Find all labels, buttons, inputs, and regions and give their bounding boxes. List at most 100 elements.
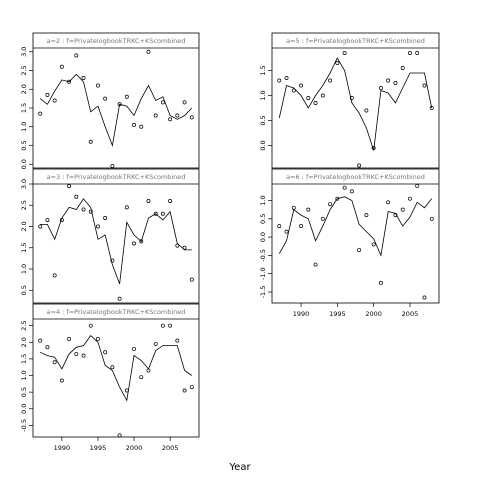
data-point — [408, 196, 412, 201]
data-point — [429, 106, 434, 110]
data-point — [277, 224, 282, 229]
y-tick-label: 0.0 — [259, 232, 267, 242]
data-point — [124, 388, 129, 393]
data-point — [59, 378, 64, 383]
data-point — [371, 242, 376, 247]
x-tick-label: 2000 — [126, 444, 143, 452]
data-point — [306, 207, 311, 212]
y-tick-label: -0.5 — [20, 419, 28, 432]
data-point — [342, 51, 347, 55]
y-tick-label: 0.5 — [259, 115, 267, 125]
data-point — [335, 61, 340, 65]
y-tick-label: 1.0 — [259, 195, 267, 205]
x-axis-label: Year — [228, 462, 251, 473]
data-point — [103, 350, 108, 355]
strip-label: a=2 : f=PrivatelogbookTRKC+KScombined — [47, 37, 186, 45]
data-point — [132, 122, 136, 127]
data-point — [139, 375, 144, 380]
data-point — [81, 353, 86, 358]
data-point — [81, 207, 86, 212]
data-point — [52, 98, 57, 103]
data-point — [74, 351, 79, 356]
data-point — [160, 100, 165, 105]
data-point — [117, 433, 122, 438]
y-tick-label: 1.0 — [20, 370, 28, 380]
panel-a-5: a=5 : f=PrivatelogbookTRKC+KScombined 0.0… — [259, 32, 440, 169]
data-point — [378, 280, 383, 285]
panel-frame — [32, 168, 200, 304]
y-tick-label: 2.0 — [20, 221, 28, 231]
data-point — [38, 338, 43, 343]
data-point — [335, 196, 340, 201]
data-point — [422, 295, 427, 300]
data-point — [189, 115, 194, 120]
data-point — [117, 296, 122, 301]
y-tick-label: -0.5 — [259, 249, 267, 262]
data-point — [67, 336, 72, 341]
data-point — [110, 365, 115, 370]
x-tick-label: 2005 — [402, 310, 419, 318]
panel-a-2: a=2 : f=PrivatelogbookTRKC+KScombined 0.0… — [20, 32, 200, 169]
data-point — [393, 81, 398, 85]
y-tick-label: 3.0 — [20, 179, 28, 189]
data-point — [124, 205, 129, 210]
y-tick-label: 2.5 — [20, 65, 28, 75]
data-point — [415, 183, 420, 188]
data-point — [168, 199, 173, 203]
data-point — [103, 96, 108, 101]
data-point — [182, 388, 187, 393]
y-tick-label: 0.0 — [259, 140, 267, 150]
data-point — [371, 146, 376, 150]
data-point — [132, 346, 136, 351]
x-tick-label: 1990 — [293, 310, 310, 318]
data-point — [168, 117, 173, 122]
data-point — [38, 111, 43, 116]
fitted-line — [39, 73, 193, 147]
data-point — [328, 78, 333, 83]
data-point — [74, 53, 79, 58]
y-tick-label: 2.5 — [20, 200, 28, 210]
data-point — [320, 93, 325, 98]
data-point — [103, 216, 108, 220]
y-tick-label: 1.5 — [20, 354, 28, 364]
y-tick-label: 1.5 — [259, 65, 267, 75]
data-point — [139, 239, 144, 244]
data-point — [364, 108, 369, 113]
data-point — [124, 94, 129, 99]
data-point — [45, 345, 50, 350]
fitted-line — [278, 57, 433, 151]
data-point — [299, 83, 303, 88]
data-point — [386, 200, 391, 205]
data-point — [175, 243, 180, 248]
data-point — [67, 79, 72, 84]
data-point — [189, 277, 194, 282]
data-point — [110, 258, 115, 263]
data-point — [88, 209, 93, 214]
data-point — [284, 229, 289, 234]
data-point — [378, 86, 383, 90]
data-point — [422, 83, 427, 88]
data-point — [320, 216, 325, 221]
y-tick-label: 0.0 — [20, 159, 28, 169]
data-point — [313, 101, 318, 105]
data-point — [59, 218, 64, 223]
y-tick-label: 3.0 — [20, 47, 28, 57]
data-point — [284, 76, 289, 80]
y-tick-label: 2.0 — [20, 337, 28, 347]
data-point — [182, 100, 187, 105]
data-point — [393, 213, 398, 218]
y-tick-label: 0.5 — [20, 140, 28, 150]
data-point — [277, 78, 282, 83]
y-tick-label: 1.5 — [20, 243, 28, 253]
x-tick-label: 1995 — [90, 444, 107, 452]
data-point — [299, 224, 303, 229]
data-point — [400, 66, 405, 70]
data-point — [313, 262, 318, 267]
data-point — [175, 338, 180, 343]
data-point — [45, 218, 50, 223]
data-point — [400, 207, 405, 212]
y-tick-label: -1.0 — [259, 267, 267, 280]
fitted-line — [278, 196, 433, 257]
fitted-line — [40, 198, 192, 285]
